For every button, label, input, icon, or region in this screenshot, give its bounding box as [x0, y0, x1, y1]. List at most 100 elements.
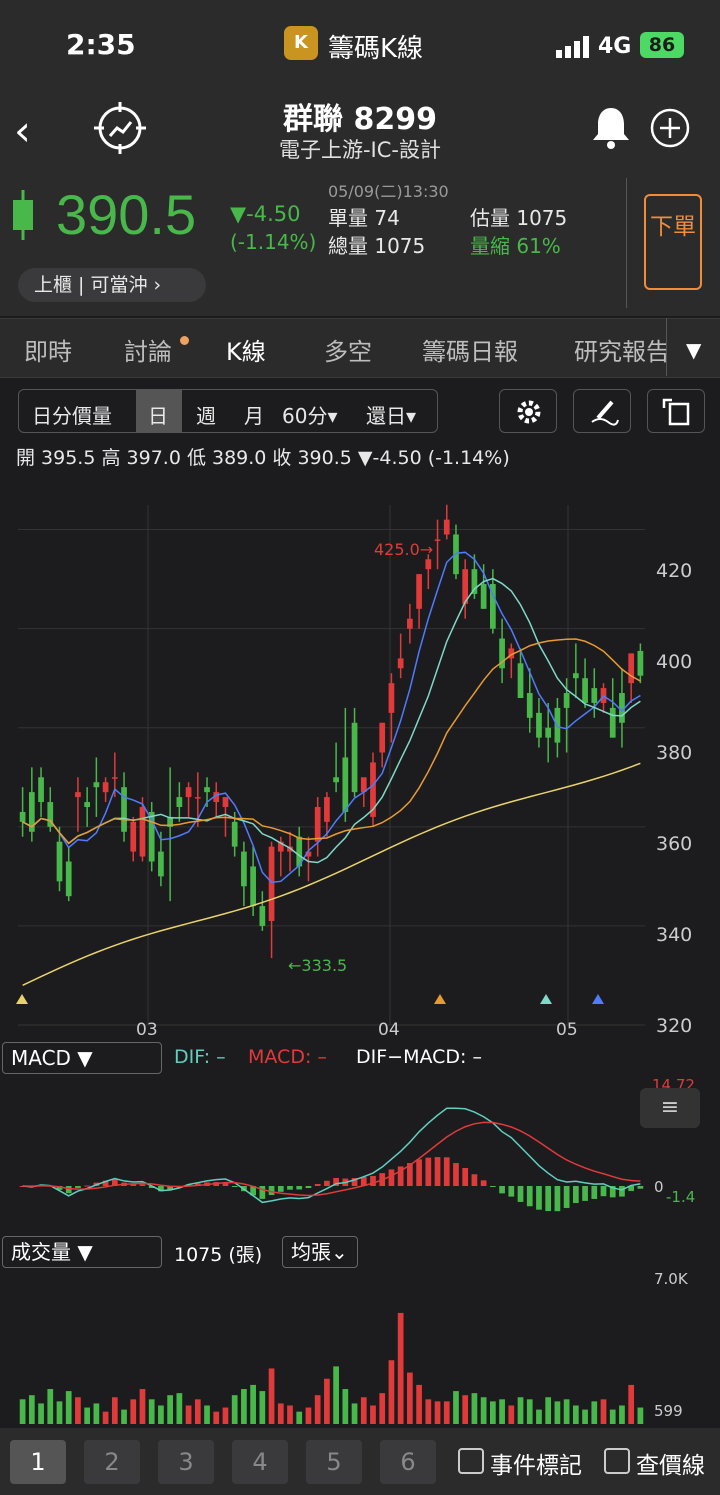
volume-bar	[609, 1409, 616, 1424]
period-week[interactable]: 週	[196, 404, 216, 428]
candle-body	[204, 787, 210, 793]
macd-hist-bar	[222, 1182, 229, 1186]
macd-hist-bar	[130, 1184, 137, 1186]
event-mark-checkbox[interactable]	[458, 1448, 484, 1474]
settings-button[interactable]	[499, 389, 557, 433]
macd-hist-bar	[434, 1157, 441, 1186]
tab-chip-daily[interactable]: 籌碼日報	[422, 338, 518, 366]
volume-bar	[499, 1399, 505, 1424]
period-60min[interactable]: 60分▾	[282, 404, 338, 428]
candle-body	[268, 846, 275, 921]
macd-line	[22, 1121, 641, 1197]
candle-body	[231, 821, 238, 847]
macd-hist-bar	[536, 1186, 542, 1210]
back-icon[interactable]: ‹	[14, 106, 31, 155]
volume-bar	[213, 1411, 220, 1424]
page-button-6[interactable]: 6	[380, 1440, 436, 1484]
volume-bar	[333, 1366, 339, 1424]
volume-bar	[305, 1407, 312, 1424]
volume-bar	[56, 1401, 63, 1424]
candle-body	[111, 777, 118, 779]
tab-discussion[interactable]: 討論	[124, 338, 172, 366]
volume-bar	[545, 1397, 552, 1424]
stock-name: 群聯 8299	[283, 102, 437, 137]
macd-hist-bar	[259, 1186, 266, 1199]
page-button-5[interactable]: 5	[306, 1440, 362, 1484]
volume-bar	[416, 1384, 422, 1424]
volume-bar	[480, 1397, 487, 1424]
period-intraday[interactable]: 日分價量	[32, 404, 112, 428]
candle-body	[425, 559, 432, 570]
candle-body	[499, 638, 505, 669]
volume-bar	[572, 1405, 579, 1424]
draw-button[interactable]	[573, 389, 631, 433]
add-icon[interactable]	[650, 108, 690, 148]
macd-hist-bar	[508, 1186, 515, 1197]
macd-hist-bar	[268, 1186, 275, 1196]
page-button-4[interactable]: 4	[232, 1440, 288, 1484]
volume-bar	[222, 1407, 229, 1424]
event-mark-label: 事件標記	[490, 1453, 582, 1479]
signal-icon	[556, 36, 589, 58]
y-tick-360: 360	[656, 833, 693, 855]
kline-chart[interactable]	[0, 0, 720, 1428]
macd-hist-bar	[84, 1185, 91, 1187]
macd-hist-bar	[545, 1186, 552, 1212]
candle-body	[609, 707, 616, 738]
volume-bar	[204, 1405, 210, 1424]
volume-bar	[296, 1411, 303, 1424]
volume-bar	[167, 1395, 173, 1424]
macd-min-label: -1.4	[666, 1188, 696, 1206]
candle-body	[75, 792, 81, 798]
volume-bar	[38, 1403, 44, 1424]
volume-bar	[231, 1395, 238, 1424]
macd-hist-bar	[591, 1186, 598, 1199]
tab-kline[interactable]: K線	[226, 338, 266, 366]
candle-body	[563, 693, 570, 708]
tab-realtime[interactable]: 即時	[24, 338, 72, 366]
candle-body	[572, 673, 579, 679]
macd-hist-bar	[333, 1177, 339, 1186]
candle-body	[628, 653, 635, 684]
page-button-2[interactable]: 2	[84, 1440, 140, 1484]
volume-bar	[388, 1360, 395, 1424]
volume-bar	[526, 1399, 533, 1424]
candle-body	[139, 807, 146, 857]
macd-hist-bar	[600, 1186, 607, 1197]
candle-body	[277, 841, 284, 852]
candle-body	[185, 787, 192, 798]
volume-bar	[582, 1409, 588, 1424]
price-line-checkbox[interactable]	[604, 1448, 630, 1474]
avg-select[interactable]: 均張⌄	[282, 1236, 358, 1268]
macd-hist-bar	[148, 1186, 155, 1189]
order-button[interactable]: 下單	[644, 194, 702, 290]
period-month[interactable]: 月	[244, 404, 264, 428]
page-button-1[interactable]: 1	[10, 1440, 66, 1484]
gear-icon	[517, 400, 541, 424]
macd-hist-bar	[628, 1186, 635, 1191]
tab-long-short[interactable]: 多空	[324, 338, 372, 366]
trend-target-icon[interactable]	[94, 102, 146, 154]
volume-bar	[536, 1409, 542, 1424]
tab-research[interactable]: 研究報告	[574, 338, 666, 366]
page-button-3[interactable]: 3	[158, 1440, 214, 1484]
quote-datetime: 05/09(二)13:30	[328, 182, 449, 201]
adjust-select[interactable]: 還日▾	[366, 404, 417, 428]
candle-body	[397, 658, 404, 669]
board-tag[interactable]: 上櫃 | 可當沖 ›	[18, 268, 206, 302]
tab-more-icon[interactable]: ▼	[686, 338, 702, 362]
volume-bar	[397, 1312, 404, 1424]
bell-icon[interactable]	[590, 104, 632, 150]
panel-resize-icon[interactable]: ≡	[640, 1088, 700, 1128]
volume-select[interactable]: 成交量 ▼	[2, 1236, 162, 1268]
candle-body	[56, 841, 63, 882]
event-marker	[434, 994, 446, 1004]
rotate-button[interactable]	[647, 389, 705, 433]
volume-bar	[111, 1397, 118, 1424]
candle-body	[619, 693, 625, 723]
macd-hist-bar	[480, 1180, 487, 1186]
volume-bar	[637, 1407, 644, 1424]
period-day[interactable]: 日	[148, 404, 168, 428]
candle-body	[526, 693, 533, 718]
macd-select[interactable]: MACD ▼	[2, 1042, 162, 1074]
